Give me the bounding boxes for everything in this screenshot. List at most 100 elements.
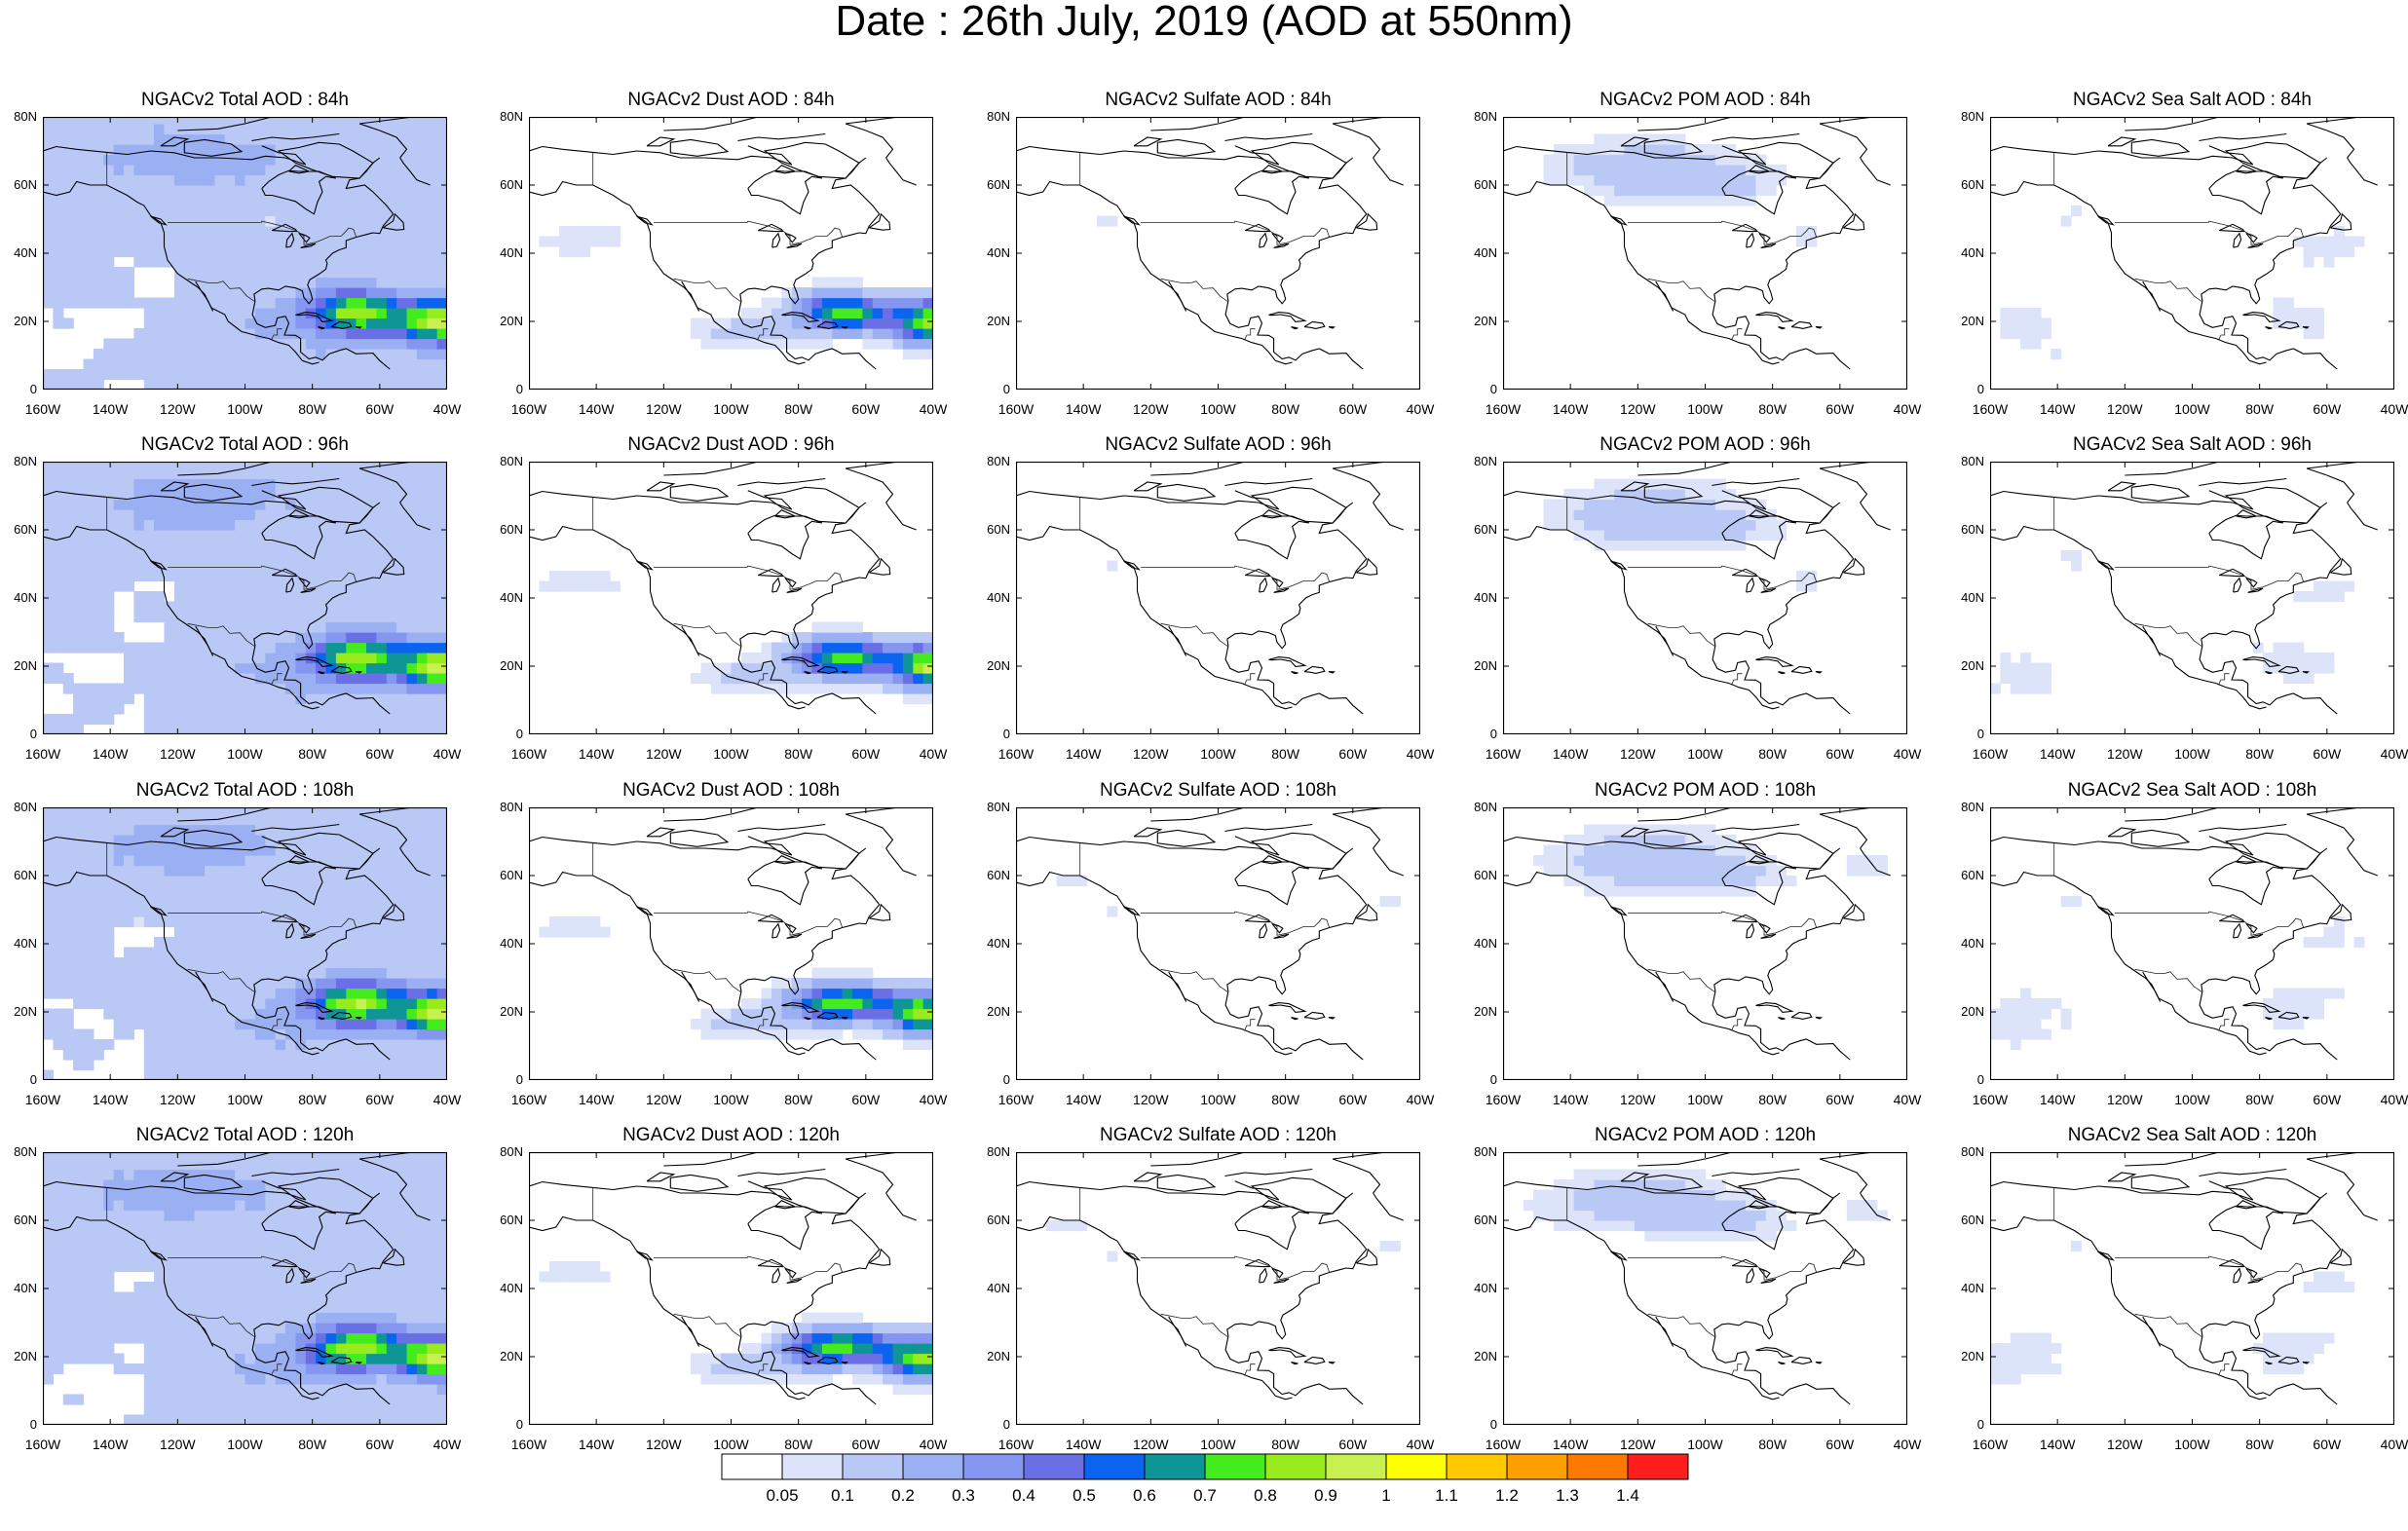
aod-cell	[416, 916, 428, 928]
aod-cell	[224, 478, 236, 490]
coastline	[1259, 232, 1268, 248]
aod-cell	[1674, 154, 1686, 166]
aod-cell	[406, 947, 418, 958]
aod-cell	[295, 814, 307, 826]
aod-cell	[316, 621, 327, 633]
aod-cell	[224, 885, 236, 897]
aod-cell	[2333, 591, 2345, 603]
aod-cell	[821, 308, 833, 319]
aod-cell	[356, 653, 367, 664]
y-tick-label: 0	[1489, 727, 1497, 741]
aod-cell	[427, 550, 438, 562]
aod-cell	[416, 369, 428, 381]
aod-cell	[376, 844, 388, 856]
aod-cell	[436, 468, 447, 480]
aod-cell	[1705, 489, 1716, 501]
aod-cell	[83, 601, 94, 613]
aod-cell	[245, 379, 256, 390]
aod-cell	[2293, 642, 2305, 653]
coastline	[804, 326, 811, 330]
aod-cell	[285, 246, 296, 258]
aod-cell	[265, 844, 277, 856]
aod-cell	[1573, 844, 1585, 856]
aod-cell	[154, 358, 166, 370]
coastline	[43, 490, 307, 510]
aod-cell	[821, 621, 833, 633]
aod-cell	[113, 144, 125, 156]
aod-cell	[235, 236, 246, 247]
aod-cell	[275, 703, 286, 715]
aod-cell	[164, 369, 175, 381]
aod-cell	[2071, 550, 2082, 562]
aod-cell	[124, 195, 134, 206]
aod-cell	[1584, 489, 1595, 501]
aod-cell	[53, 246, 64, 258]
aod-cell	[164, 957, 175, 969]
aod-cell	[406, 133, 418, 145]
aod-cell	[416, 297, 428, 309]
aod-cell	[93, 297, 104, 309]
aod-cell	[427, 642, 438, 653]
coastline	[318, 671, 325, 675]
aod-cell	[366, 338, 377, 350]
aod-cell	[325, 621, 337, 633]
aod-cell	[164, 124, 175, 135]
aod-cell	[436, 349, 447, 360]
aod-cell	[1107, 560, 1118, 572]
aod-cell	[1674, 844, 1686, 856]
aod-cell	[710, 683, 722, 694]
aod-cell	[700, 662, 712, 674]
coastline	[1261, 855, 1285, 865]
aod-cell	[1735, 165, 1747, 176]
aod-cell	[73, 844, 85, 856]
aod-cell	[224, 1028, 236, 1040]
aod-cell	[386, 267, 397, 279]
country-border	[271, 328, 282, 341]
aod-cell	[124, 683, 134, 694]
aod-cell	[124, 499, 134, 510]
aod-cell	[275, 844, 286, 856]
aod-cell	[285, 967, 296, 979]
aod-cell	[93, 236, 104, 247]
aod-cell	[356, 205, 367, 217]
aod-cell	[265, 621, 277, 633]
aod-cell	[224, 653, 236, 664]
aod-cell	[356, 1069, 367, 1080]
aod-cell	[427, 297, 438, 309]
aod-cell	[883, 1019, 894, 1030]
aod-cell	[325, 530, 337, 541]
aod-cell	[1543, 499, 1555, 510]
aod-cell	[356, 154, 367, 166]
aod-cell	[184, 328, 196, 340]
aod-cell	[184, 308, 196, 319]
aod-cell	[1624, 519, 1636, 531]
aod-cell	[427, 478, 438, 490]
aod-cell	[356, 236, 367, 247]
x-tick-label: 40W	[1406, 401, 1435, 417]
aod-cell	[1379, 896, 1391, 908]
aod-cell	[1624, 489, 1636, 501]
aod-cell	[316, 369, 327, 381]
aod-cell	[53, 916, 64, 928]
map-panel-dust-84h	[529, 117, 933, 390]
aod-cell	[366, 349, 377, 360]
aod-cell	[254, 154, 266, 166]
aod-cell	[265, 117, 277, 125]
aod-cell	[386, 236, 397, 247]
aod-cell	[164, 612, 175, 623]
aod-cell	[265, 714, 277, 726]
aod-cell	[173, 317, 185, 329]
aod-cell	[316, 714, 327, 726]
aod-cell	[265, 215, 277, 227]
aod-cell	[285, 369, 296, 381]
aod-cell	[173, 256, 185, 268]
aod-cell	[173, 174, 185, 186]
aod-cell	[1776, 876, 1787, 887]
aod-cell	[376, 338, 388, 350]
aod-cell	[265, 205, 277, 217]
aod-cell	[143, 1060, 155, 1071]
coastline	[1721, 169, 1797, 215]
aod-cell	[386, 133, 397, 145]
aod-cell	[73, 369, 85, 381]
coastline	[1610, 906, 1628, 916]
